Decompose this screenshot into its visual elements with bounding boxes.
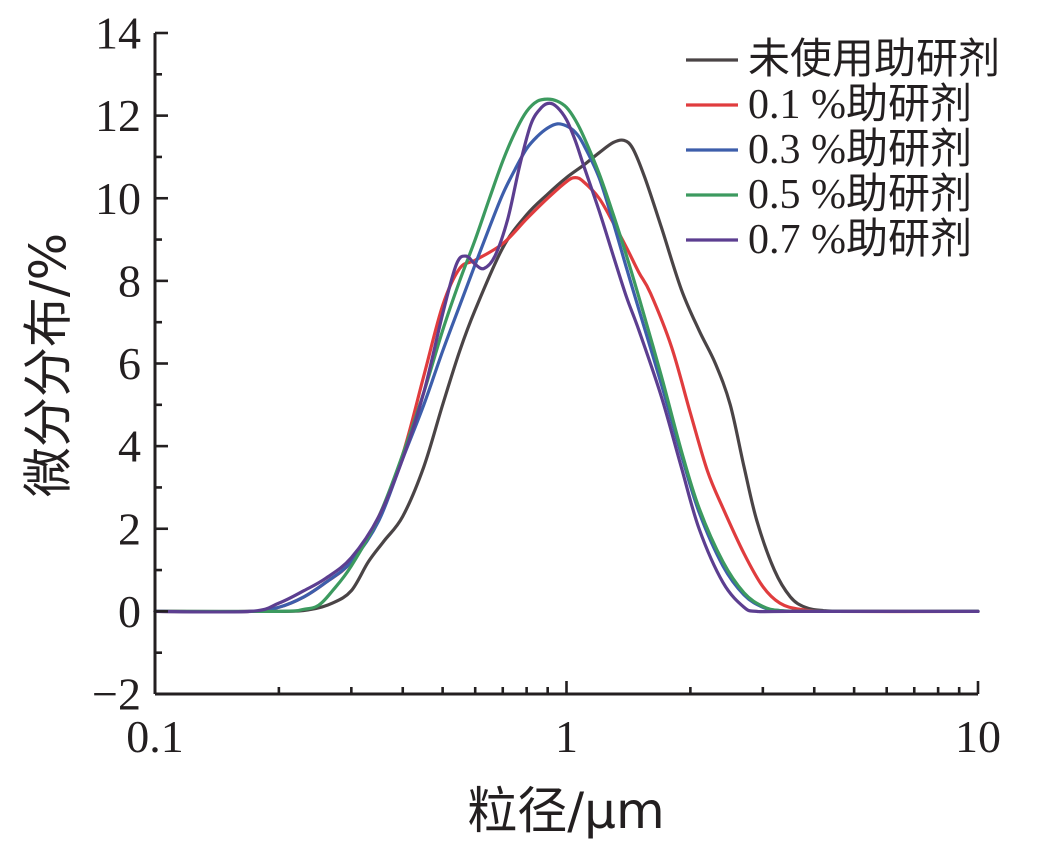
y-tick-label: 0 [118, 586, 141, 637]
x-tick-label: 10 [955, 711, 1001, 762]
x-tick-label: 1 [555, 711, 578, 762]
x-tick-label: 0.1 [126, 711, 184, 762]
legend-label: 0.7 %助研剂 [748, 217, 972, 263]
series-line-5 [153, 101, 980, 614]
y-tick-label: 2 [118, 503, 141, 554]
series-line-4 [153, 97, 980, 614]
y-tick-label: 4 [118, 421, 141, 472]
y-tick-label: −2 [92, 669, 141, 720]
y-tick-label: 8 [118, 255, 141, 306]
y-tick-label: 10 [95, 173, 141, 224]
legend-label: 0.5 %助研剂 [748, 172, 972, 218]
y-axis-title: 微分分布/% [20, 233, 78, 497]
ticks: −2 0 2 4 6 8 10 12 14 0.1 1 10 [92, 8, 1001, 763]
plot-lines [153, 97, 980, 614]
legend-label: 未使用助研剂 [748, 37, 1000, 83]
y-tick-label: 14 [95, 8, 141, 59]
x-axis-title: 粒径/μm [467, 782, 664, 840]
series-line-1 [153, 138, 980, 614]
legend-label: 0.3 %助研剂 [748, 127, 972, 173]
y-tick-label: 12 [95, 90, 141, 141]
legend-label: 0.1 %助研剂 [748, 82, 972, 128]
y-tick-label: 6 [118, 338, 141, 389]
